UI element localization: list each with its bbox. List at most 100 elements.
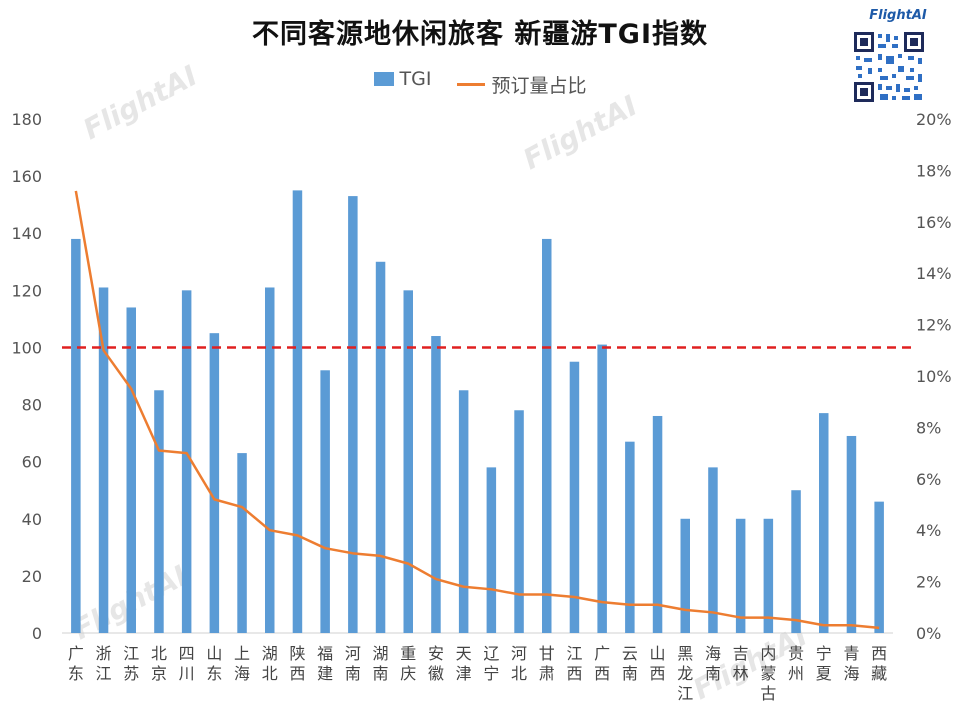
- bar: [763, 518, 774, 633]
- bar: [71, 238, 81, 633]
- y2-tick-label: 0%: [916, 624, 941, 643]
- x-category-label: 云南: [622, 644, 638, 683]
- y2-tick-label: 8%: [916, 418, 941, 437]
- bar: [680, 518, 690, 633]
- y2-tick-label: 16%: [916, 213, 952, 232]
- bar: [348, 196, 358, 633]
- bar: [237, 453, 247, 633]
- x-category-label: 山东: [206, 644, 222, 683]
- bar: [846, 435, 857, 633]
- y2-tick-label: 6%: [916, 470, 941, 489]
- x-category-label: 宁夏: [816, 644, 832, 683]
- bar: [98, 287, 109, 633]
- y-tick-label: 120: [11, 281, 42, 300]
- bar: [819, 413, 829, 633]
- bar: [625, 441, 635, 633]
- qr-code-icon: [852, 30, 926, 104]
- chart-legend: TGI 预订量占比: [0, 68, 960, 98]
- bar: [791, 490, 801, 633]
- x-category-label: 浙江: [96, 644, 112, 683]
- legend-label-share: 预订量占比: [491, 75, 587, 97]
- x-category-label: 重庆: [400, 644, 416, 683]
- x-category-label: 河南: [345, 644, 361, 683]
- x-category-label: 安徽: [428, 644, 444, 683]
- legend-swatch-bar: [373, 72, 394, 86]
- bar: [181, 290, 192, 633]
- bar: [597, 344, 607, 633]
- y-tick-label: 140: [11, 224, 42, 243]
- x-category-label: 湖北: [262, 644, 278, 683]
- x-category-label: 福建: [317, 644, 333, 683]
- bar: [154, 390, 164, 633]
- y-tick-label: 180: [11, 110, 42, 129]
- chart-title: 不同客源地休闲旅客 新疆游TGI指数: [251, 19, 709, 50]
- x-category-label: 广东: [68, 644, 84, 683]
- x-category-label: 河北: [511, 644, 527, 683]
- x-category-label: 青海: [843, 644, 859, 683]
- bar: [458, 390, 469, 633]
- bar: [708, 467, 718, 633]
- bar: [735, 518, 746, 633]
- bar: [403, 290, 413, 633]
- y-tick-label: 60: [22, 453, 42, 472]
- y-tick-label: 40: [22, 510, 42, 529]
- x-category-label: 贵州: [788, 644, 804, 683]
- x-category-label: 黑龙江: [677, 644, 693, 703]
- bar: [514, 410, 524, 633]
- bar-series-tgi: [71, 190, 884, 633]
- y-tick-label: 0: [32, 624, 42, 643]
- brand-logo: FlightAI: [869, 8, 927, 23]
- watermark-text: FlightAI: [518, 89, 643, 176]
- legend-label-tgi: TGI: [399, 68, 432, 90]
- bar: [542, 238, 552, 633]
- bar: [265, 287, 275, 633]
- bar: [569, 361, 580, 633]
- x-category-label: 湖南: [373, 644, 389, 683]
- x-category-label: 陕西: [289, 644, 305, 683]
- bar: [320, 370, 330, 633]
- x-category-label: 北京: [151, 644, 167, 683]
- x-category-label: 吉林: [733, 644, 749, 683]
- y2-tick-label: 10%: [916, 367, 952, 386]
- line-series-share: [74, 190, 880, 630]
- x-category-label: 江西: [566, 644, 582, 683]
- bar: [431, 336, 441, 633]
- bar: [874, 501, 884, 633]
- y-tick-label: 160: [11, 167, 42, 186]
- y-axis-right: 0% 2% 4% 6% 8% 10% 12% 14% 16% 18% 20%: [916, 110, 952, 643]
- legend-item-tgi: TGI: [373, 68, 432, 90]
- bar: [652, 415, 663, 633]
- x-category-label: 甘肃: [539, 644, 555, 683]
- y2-tick-label: 4%: [916, 521, 941, 540]
- watermark-text: FlightAI: [78, 59, 203, 146]
- x-category-label: 内蒙古: [760, 644, 776, 703]
- x-category-label: 四川: [179, 644, 195, 683]
- bar: [486, 467, 497, 633]
- y2-tick-label: 2%: [916, 573, 941, 592]
- y-tick-label: 100: [11, 338, 42, 357]
- x-category-label: 上海: [234, 644, 250, 683]
- bar: [126, 307, 136, 633]
- y-tick-label: 20: [22, 567, 42, 586]
- bar: [375, 261, 386, 633]
- legend-item-share: 预订量占比: [457, 71, 587, 98]
- y2-tick-label: 12%: [916, 316, 952, 335]
- bar: [209, 333, 220, 633]
- brand-block: FlightAI: [848, 8, 948, 108]
- x-category-label: 广西: [594, 644, 610, 683]
- y-axis-left: 0 20 40 60 80 100 120 140 160 180: [11, 110, 42, 643]
- x-category-label: 海南: [705, 644, 721, 683]
- legend-swatch-line: [457, 83, 486, 86]
- bar: [292, 190, 303, 633]
- x-category-label: 辽宁: [483, 644, 499, 683]
- x-category-label: 天津: [456, 644, 472, 683]
- y2-tick-label: 14%: [916, 264, 952, 283]
- x-axis-categories: 广东浙江江苏北京四川山东上海湖北陕西福建河南湖南重庆安徽天津辽宁河北甘肃江西广西…: [68, 644, 887, 703]
- y-tick-label: 80: [22, 396, 42, 415]
- x-category-label: 西藏: [871, 644, 887, 683]
- x-category-label: 山西: [650, 644, 666, 683]
- x-category-label: 江苏: [123, 644, 139, 683]
- y2-tick-label: 18%: [916, 161, 952, 180]
- y2-tick-label: 20%: [916, 110, 952, 129]
